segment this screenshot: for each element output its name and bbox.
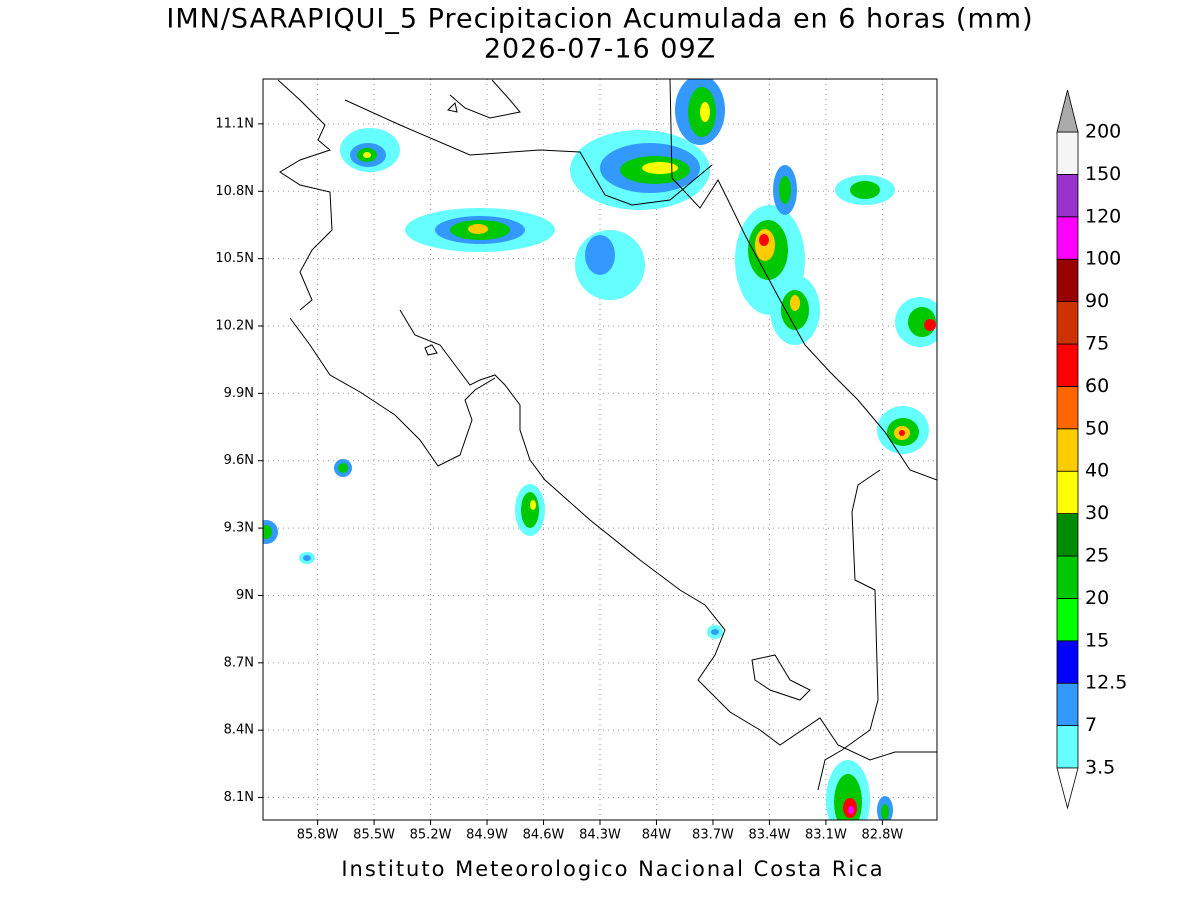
colorbar-box xyxy=(1056,131,1079,175)
colorbar-label: 25 xyxy=(1085,545,1109,567)
ticks: 85.8W 85.5W 85.2W 84.9W 84.6W 84.3W 84W 83.7W 83… xyxy=(215,116,903,842)
colorbar-label: 12.5 xyxy=(1085,672,1127,694)
footer: Instituto Meteorologico Nacional Costa R… xyxy=(341,857,884,881)
x-tick-label: 84.6W xyxy=(523,828,565,843)
y-tick-label: 10.2N xyxy=(215,319,254,334)
colorbar: 3.5 7 12.5 15 20 25 30 40 50 60 75 90 100 120 150 200 xyxy=(1056,89,1127,810)
colorbar-label: 30 xyxy=(1085,502,1109,524)
x-tick-label: 83.7W xyxy=(692,828,734,843)
colorbar-label: 15 xyxy=(1085,629,1109,651)
colorbar-label: 7 xyxy=(1085,714,1097,736)
colorbar-box xyxy=(1056,640,1079,684)
x-tick-label: 85.5W xyxy=(353,828,395,843)
colorbar-box xyxy=(1056,385,1079,430)
y-tick-label: 8.4N xyxy=(224,723,254,738)
chart-title: IMN/SARAPIQUI_5 Precipitacion Acumulada … xyxy=(166,4,1033,35)
colorbar-label: 90 xyxy=(1085,290,1109,312)
colorbar-box xyxy=(1056,598,1079,642)
grid xyxy=(263,79,937,820)
colorbar-box xyxy=(1056,216,1079,260)
colorbar-box xyxy=(1056,258,1079,303)
x-tick-label: 83.4W xyxy=(749,828,791,843)
colorbar-label: 40 xyxy=(1085,460,1109,482)
precip-area xyxy=(263,79,937,820)
colorbar-under xyxy=(1056,767,1079,810)
x-tick-label: 84.9W xyxy=(466,828,508,843)
colorbar-label: 50 xyxy=(1085,417,1109,439)
colorbar-label: 60 xyxy=(1085,375,1109,397)
colorbar-box xyxy=(1056,725,1079,769)
x-tick-label: 82.8W xyxy=(861,828,903,843)
x-tick-label: 84W xyxy=(642,828,672,843)
colorbar-box xyxy=(1056,301,1079,345)
y-tick-label: 10.8N xyxy=(215,184,254,199)
colorbar-label: 75 xyxy=(1085,333,1109,355)
colorbar-label: 20 xyxy=(1085,587,1109,609)
precipitation xyxy=(263,79,937,820)
y-tick-label: 11.1N xyxy=(215,116,254,131)
chart-subtitle: 2026-07-16 09Z xyxy=(484,34,716,65)
x-tick-label: 83.1W xyxy=(805,828,847,843)
colorbar-box xyxy=(1056,343,1079,387)
x-tick-label: 85.2W xyxy=(410,828,452,843)
y-tick-label: 10.5N xyxy=(215,251,254,266)
colorbar-box xyxy=(1056,428,1079,472)
colorbar-label: 120 xyxy=(1085,205,1121,227)
x-tick-label: 85.8W xyxy=(297,828,339,843)
colorbar-box xyxy=(1056,682,1079,727)
x-tick-label: 84.3W xyxy=(579,828,621,843)
y-tick-label: 8.1N xyxy=(224,790,254,805)
y-tick-label: 9.6N xyxy=(224,453,254,468)
colorbar-box xyxy=(1056,173,1079,218)
colorbar-box xyxy=(1056,555,1079,599)
colorbar-label: 3.5 xyxy=(1085,757,1115,779)
colorbar-label: 100 xyxy=(1085,248,1121,270)
colorbar-label: 150 xyxy=(1085,163,1121,185)
colorbar-label: 200 xyxy=(1085,121,1121,143)
y-tick-label: 8.7N xyxy=(224,655,254,670)
y-tick-label: 9.9N xyxy=(224,386,254,401)
coastline xyxy=(277,79,937,791)
colorbar-over xyxy=(1056,89,1079,133)
y-tick-label: 9.3N xyxy=(224,521,254,536)
y-tick-label: 9N xyxy=(236,588,254,603)
colorbar-box xyxy=(1056,513,1079,557)
colorbar-box xyxy=(1056,470,1079,515)
